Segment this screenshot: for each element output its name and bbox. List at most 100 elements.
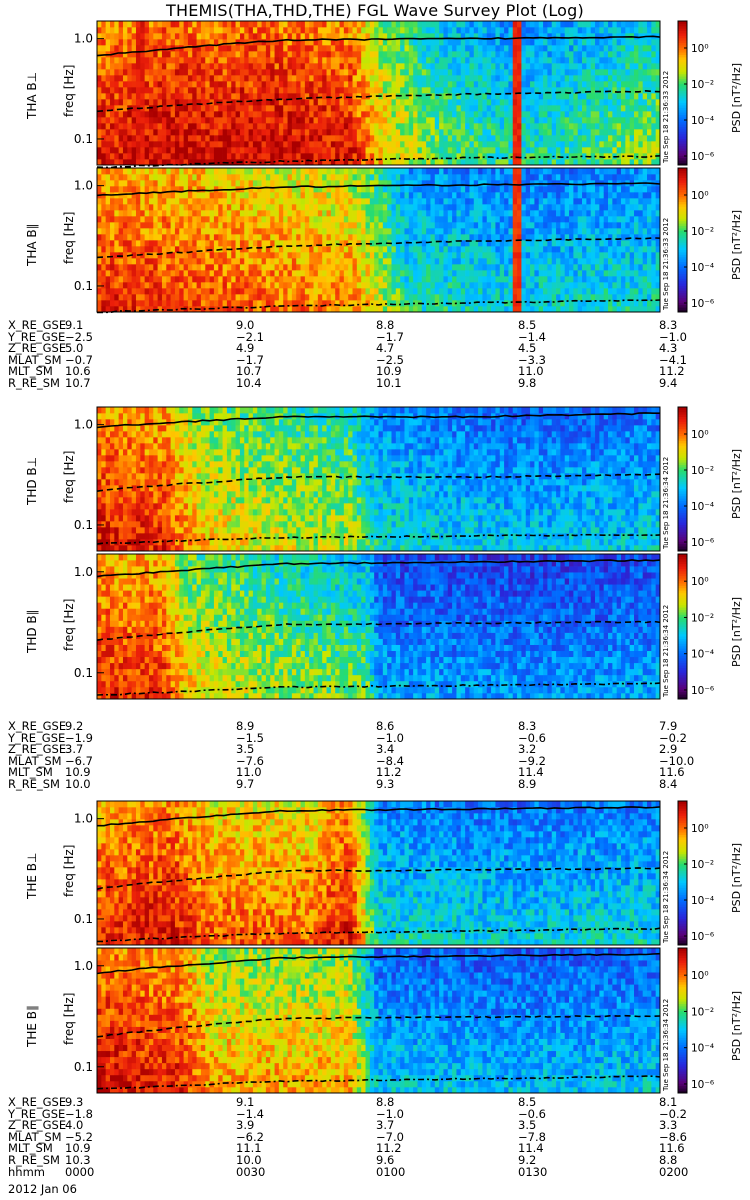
psd-cell <box>452 45 457 52</box>
psd-cell <box>638 75 644 82</box>
psd-cell <box>404 123 410 130</box>
psd-cell <box>391 180 397 187</box>
psd-cell <box>642 111 648 118</box>
psd-cell <box>343 159 349 166</box>
psd-cell <box>387 192 392 199</box>
psd-cell <box>213 159 219 166</box>
psd-cell <box>404 192 410 199</box>
psd-cell <box>599 135 605 142</box>
psd-cell <box>460 117 466 124</box>
psd-cell <box>590 105 596 112</box>
psd-cell <box>278 39 284 46</box>
psd-cell <box>352 75 358 82</box>
psd-cell <box>335 159 340 166</box>
psd-cell <box>127 159 132 166</box>
psd-cell <box>577 99 583 106</box>
psd-cell <box>469 105 475 112</box>
psd-cell <box>647 147 652 154</box>
psd-cell <box>400 246 405 253</box>
psd-cell <box>400 147 405 154</box>
psd-cell <box>456 21 462 28</box>
psd-cell <box>200 228 206 235</box>
psd-cell <box>603 63 609 70</box>
psd-cell <box>330 129 336 136</box>
psd-cell <box>573 99 579 106</box>
psd-cell <box>296 288 301 295</box>
psd-cell <box>317 204 323 211</box>
psd-cell <box>482 33 488 40</box>
psd-cell <box>499 99 505 106</box>
psd-cell <box>564 81 570 88</box>
colorbar-cell <box>678 105 687 108</box>
psd-cell <box>335 252 340 259</box>
psd-cell <box>434 117 440 124</box>
psd-cell <box>218 294 223 301</box>
psd-cell <box>374 57 379 64</box>
psd-cell <box>97 135 102 142</box>
psd-cell <box>356 39 362 46</box>
psd-cell <box>213 228 219 235</box>
psd-cell <box>144 198 150 205</box>
psd-cell <box>530 135 535 142</box>
psd-cell <box>595 87 600 94</box>
psd-cell <box>148 276 154 283</box>
psd-cell <box>235 240 241 247</box>
psd-cell <box>400 234 405 241</box>
psd-cell <box>109 186 115 193</box>
psd-cell <box>322 75 327 82</box>
psd-cell <box>512 93 518 100</box>
psd-cell <box>109 135 115 142</box>
psd-cell <box>192 186 197 193</box>
psd-cell <box>330 300 336 307</box>
psd-cell <box>309 168 314 175</box>
psd-cell <box>261 294 267 301</box>
psd-cell <box>447 51 453 58</box>
psd-cell <box>235 270 241 277</box>
psd-cell <box>326 87 332 94</box>
psd-cell <box>122 153 128 160</box>
psd-cell <box>560 111 566 118</box>
psd-cell <box>365 141 371 148</box>
psd-cell <box>291 288 297 295</box>
psd-cell <box>495 147 501 154</box>
psd-cell <box>491 129 496 136</box>
psd-cell <box>551 63 557 70</box>
psd-cell <box>317 51 323 58</box>
psd-cell <box>97 282 102 289</box>
psd-cell <box>352 45 358 52</box>
psd-cell <box>374 246 379 253</box>
psd-cell <box>608 81 613 88</box>
psd-cell <box>109 282 115 289</box>
psd-cell <box>200 153 206 160</box>
psd-cell <box>621 81 626 88</box>
psd-cell <box>456 81 462 88</box>
psd-cell <box>404 39 410 46</box>
psd-cell <box>153 27 158 34</box>
psd-cell <box>157 51 163 58</box>
psd-cell <box>218 105 223 112</box>
psd-cell <box>352 270 358 277</box>
psd-cell <box>443 141 449 148</box>
psd-cell <box>296 180 301 187</box>
psd-cell <box>343 222 349 229</box>
psd-cell <box>434 123 440 130</box>
colorbar-cell <box>678 133 687 137</box>
psd-cell <box>257 21 262 28</box>
psd-cell <box>616 129 622 136</box>
psd-cell <box>122 180 128 187</box>
psd-cell <box>625 111 631 118</box>
psd-cell <box>166 99 171 106</box>
psd-cell <box>309 270 314 277</box>
psd-cell <box>616 81 622 88</box>
psd-cell <box>352 69 358 76</box>
psd-cell <box>521 81 527 88</box>
psd-cell <box>642 159 648 166</box>
psd-cell <box>144 153 150 160</box>
psd-cell <box>274 186 280 193</box>
psd-cell <box>374 282 379 289</box>
psd-cell <box>378 69 384 76</box>
psd-cell <box>287 117 293 124</box>
colorbar-cell <box>678 85 687 89</box>
psd-cell <box>322 69 327 76</box>
psd-cell <box>97 39 102 46</box>
